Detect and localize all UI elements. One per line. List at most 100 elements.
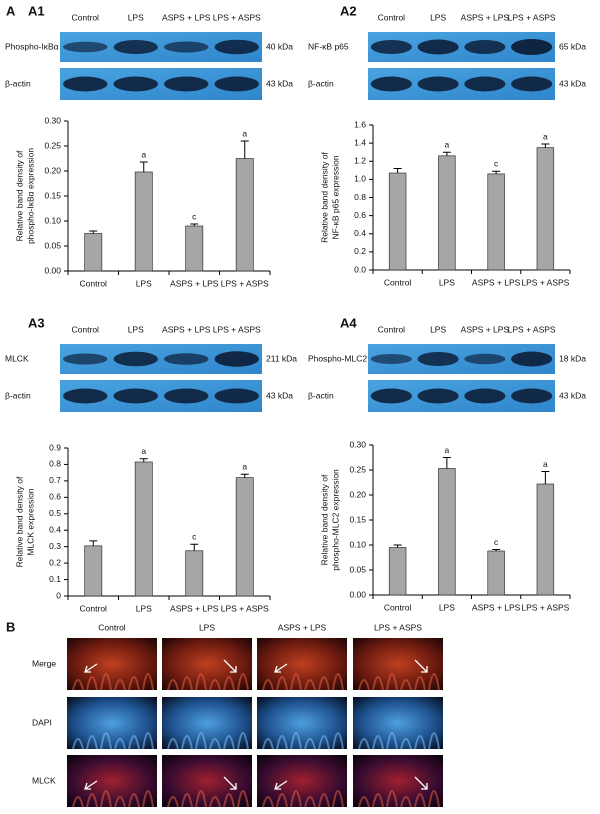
x-tick-label: LPS + ASPS [221,603,269,613]
tissue-fold [276,676,288,691]
column-header: LPS [430,324,446,334]
significance-label: c [192,531,197,541]
blot-band [464,40,506,54]
tissue-fold [209,679,221,691]
tissue-fold [86,793,98,808]
y-tick-label: 0.6 [49,492,61,502]
column-header: LPS + ASPS [508,12,556,22]
blot-band [63,41,108,53]
error-bar [492,170,501,174]
panel-label: A [6,3,16,18]
tissue-fold [386,732,398,750]
row-label: MLCK [32,775,56,785]
y-tick-label: 0.15 [349,514,366,524]
micrograph [257,638,347,690]
error-bar [139,458,148,462]
x-tick-label: LPS [439,277,455,287]
tissue-fold [128,676,140,691]
tissue-fold [304,738,316,750]
significance-label: c [192,211,197,221]
micrograph [162,755,252,807]
column-header: LPS [128,324,144,334]
tissue-fold [290,732,302,750]
error-bar [190,543,199,551]
tissue-fold [290,673,302,691]
micrograph [162,638,252,690]
blot-band [511,351,553,367]
y-tick-label: 0.7 [49,475,61,485]
blot-band [214,351,259,367]
tissue-fold [414,676,426,691]
y-tick-label: 0.20 [349,489,366,499]
y-axis-label: phospho-IκBα expression [25,148,35,244]
tissue-fold [223,735,235,750]
micrograph [67,638,157,690]
column-header: ASPS + LPS [162,12,211,22]
bar [134,461,153,597]
column-header: LPS + ASPS [508,324,556,334]
blot-row-label: MLCK [5,353,29,363]
tissue-fold [209,796,221,808]
arrow [274,663,288,673]
tissue-fold [167,796,179,808]
blot-row-label: Phospho-IκBα [5,41,59,51]
y-tick-label: 0.4 [49,524,61,534]
tissue-fold [372,793,384,808]
y-axis-label: Relative band density of [14,150,24,241]
significance-label: a [543,131,548,141]
blot-band [370,354,412,364]
y-tick-label: 0.10 [44,215,61,225]
tissue-fold [414,735,426,750]
bar [487,550,505,596]
blot-band [113,40,158,54]
error-bar [492,549,501,551]
column-header: ASPS + LPS [278,622,327,632]
error-bar [393,168,402,174]
y-tick-label: 0.8 [49,459,61,469]
x-tick-label: ASPS + LPS [472,602,521,612]
y-tick-label: 0.6 [354,210,366,220]
error-bar [240,473,249,478]
significance-label: c [494,158,499,168]
y-tick-label: 0.3 [49,541,61,551]
tissue-fold [100,732,112,750]
y-tick-label: 0.25 [349,464,366,474]
tissue-fold [358,679,370,691]
bar [487,173,505,271]
blot-band [511,76,553,92]
tissue-fold [223,676,235,691]
y-tick-label: 0.20 [44,165,61,175]
tissue-fold [128,735,140,750]
tissue-fold [100,790,112,808]
column-header: LPS + ASPS [374,622,422,632]
y-tick-label: 0 [56,590,61,600]
tissue-fold [386,673,398,691]
error-bar [442,457,451,469]
tissue-fold [86,735,98,750]
tissue-fold [237,732,249,750]
bar [438,155,456,271]
tissue-fold [223,793,235,808]
bar [185,225,204,272]
blot-row-label: β-actin [5,78,31,88]
column-header: LPS + ASPS [213,324,261,334]
tissue-fold [400,796,412,808]
blot-label: A4 [340,315,357,330]
tissue-fold [428,732,440,750]
bar [235,477,254,597]
tissue-fold [86,676,98,691]
y-tick-label: 0.30 [44,115,61,125]
blot-kda: 211 kDa [266,353,297,363]
blot-row-label: β-actin [5,390,31,400]
tissue-fold [128,793,140,808]
blot-band [214,39,259,55]
column-header: LPS [199,622,215,632]
tissue-fold [358,738,370,750]
tissue-fold [262,738,274,750]
error-bar [240,140,249,159]
tissue-fold [332,732,344,750]
row-label: Merge [32,658,56,668]
tissue-fold [142,673,154,691]
tissue-fold [386,790,398,808]
significance-label: a [242,128,247,138]
